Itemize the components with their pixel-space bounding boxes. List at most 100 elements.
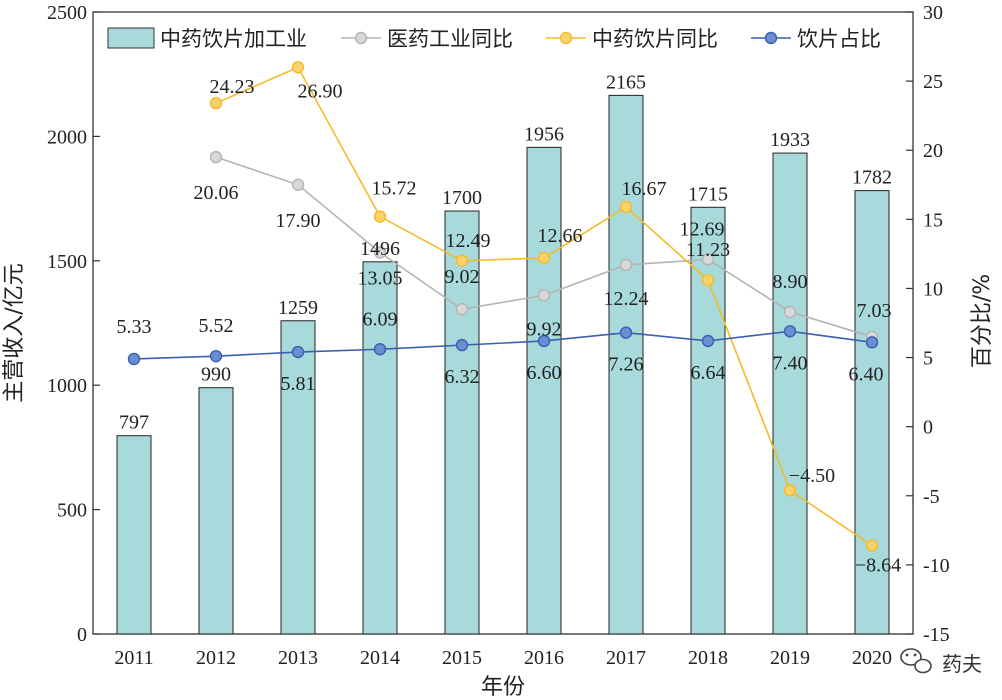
point-value-label: 8.90 bbox=[773, 271, 808, 293]
series-point bbox=[455, 254, 469, 267]
bar bbox=[280, 320, 316, 635]
series-point bbox=[783, 484, 797, 497]
bar-value-label: 797 bbox=[119, 412, 149, 434]
right-axis-tick-label: 20 bbox=[923, 140, 943, 162]
series-point bbox=[537, 334, 551, 348]
point-value-label: 5.81 bbox=[281, 373, 316, 395]
bar bbox=[444, 210, 480, 635]
series-point bbox=[619, 326, 633, 339]
legend-label: 中药饮片同比 bbox=[592, 27, 718, 51]
right-axis-tick-label: 30 bbox=[923, 2, 943, 24]
point-value-label: 9.02 bbox=[445, 266, 480, 288]
bar-value-label: 1956 bbox=[524, 123, 564, 145]
point-value-label: 20.06 bbox=[194, 182, 239, 204]
series-line bbox=[133, 330, 873, 360]
right-axis-tick-label: -10 bbox=[923, 555, 950, 577]
watermark-text: 药夫 bbox=[942, 652, 982, 676]
left-axis-tick-label: 1500 bbox=[47, 251, 87, 273]
bar bbox=[526, 146, 562, 635]
x-axis-tick-label: 2013 bbox=[278, 647, 318, 669]
point-value-label: −8.64 bbox=[855, 555, 901, 577]
right-axis-tick-label: 10 bbox=[923, 278, 943, 300]
point-value-label: 6.09 bbox=[363, 308, 398, 330]
series-point bbox=[373, 246, 387, 259]
series-point bbox=[701, 273, 715, 287]
series-point bbox=[291, 178, 305, 191]
point-value-label: 7.40 bbox=[773, 352, 808, 374]
x-axis-tick-label: 2017 bbox=[606, 647, 646, 669]
series-point bbox=[783, 325, 797, 338]
point-value-label: 16.67 bbox=[622, 178, 667, 200]
x-axis-tick-label: 2016 bbox=[524, 647, 564, 669]
x-axis-tick-label: 2019 bbox=[770, 647, 810, 669]
left-axis-tick-label: 1000 bbox=[47, 375, 87, 397]
point-value-label: 15.72 bbox=[372, 178, 417, 200]
point-value-label: 13.05 bbox=[358, 268, 403, 290]
series-point bbox=[373, 210, 387, 223]
bar bbox=[362, 261, 398, 635]
bar bbox=[690, 206, 726, 635]
point-value-label: 12.24 bbox=[604, 288, 649, 310]
series-point bbox=[537, 289, 551, 302]
series-point bbox=[209, 150, 223, 164]
series-point bbox=[291, 345, 305, 359]
legend-swatch-marker bbox=[354, 31, 368, 45]
right-axis-tick-label: -5 bbox=[923, 486, 940, 508]
left-axis-tick-label: 2500 bbox=[47, 2, 87, 24]
bar bbox=[116, 435, 152, 635]
right-axis-tick-label: 15 bbox=[923, 209, 943, 231]
series-point bbox=[455, 302, 469, 316]
point-value-label: 6.32 bbox=[445, 366, 480, 388]
bar-value-label: 1496 bbox=[360, 238, 400, 260]
data-labels-layer: 797 990 1259 1496 1700 1956 2165 1715 1933 1782 20… bbox=[117, 71, 902, 576]
series-point bbox=[619, 200, 633, 214]
x-axis-title: 年份 bbox=[481, 675, 525, 700]
right-axis-tick-label: -15 bbox=[923, 624, 950, 646]
series-point bbox=[127, 352, 141, 366]
bar-value-label: 1259 bbox=[278, 297, 318, 319]
series-point bbox=[783, 305, 797, 319]
bar bbox=[772, 152, 808, 635]
point-value-label: 6.40 bbox=[849, 363, 884, 385]
point-value-label: 7.26 bbox=[609, 354, 644, 376]
series-point bbox=[701, 253, 715, 266]
bar bbox=[854, 190, 890, 635]
x-axis-tick-label: 2014 bbox=[360, 647, 400, 669]
x-axis-tick-label: 2018 bbox=[688, 647, 728, 669]
series-point bbox=[455, 338, 469, 352]
series-point bbox=[291, 61, 305, 74]
right-axis-tick-label: 5 bbox=[923, 348, 933, 370]
point-value-label: 6.64 bbox=[691, 362, 726, 384]
left-axis-tick-label: 500 bbox=[57, 500, 87, 522]
bar-value-label: 1782 bbox=[852, 167, 892, 189]
series-point bbox=[701, 334, 715, 348]
point-value-label: 12.49 bbox=[446, 230, 491, 252]
right-axis-tick-label: 25 bbox=[923, 71, 943, 93]
point-value-label: 17.90 bbox=[276, 210, 321, 232]
x-axis-tick-label: 2011 bbox=[114, 647, 153, 669]
series-point bbox=[619, 258, 633, 272]
right-axis-tick-label: 0 bbox=[923, 417, 933, 439]
left-axis-tick-label: 2000 bbox=[47, 126, 87, 148]
bar-value-label: 1715 bbox=[688, 183, 728, 205]
point-value-label: 24.23 bbox=[210, 76, 255, 98]
point-value-label: 7.03 bbox=[857, 300, 892, 322]
bar-value-label: 990 bbox=[201, 364, 231, 386]
wechat-icon bbox=[900, 648, 932, 674]
legend-swatch-marker bbox=[559, 31, 573, 45]
left-axis-title: 主营收入/亿元 bbox=[2, 263, 27, 402]
right-axis-title: 百分比/% bbox=[970, 274, 995, 368]
legend-swatch-bar bbox=[107, 27, 155, 49]
legend-swatch-marker bbox=[764, 31, 778, 45]
point-value-label: 12.66 bbox=[538, 225, 583, 247]
series-point bbox=[865, 336, 879, 349]
point-value-label: −4.50 bbox=[789, 465, 835, 487]
bar-value-label: 1933 bbox=[770, 129, 810, 151]
bar bbox=[608, 94, 644, 635]
series-point bbox=[537, 251, 551, 265]
point-value-label: 12.69 bbox=[680, 218, 725, 240]
bar-value-label: 1700 bbox=[442, 187, 482, 209]
legend-label: 中药饮片加工业 bbox=[160, 27, 307, 51]
point-value-label: 11.23 bbox=[686, 239, 730, 261]
